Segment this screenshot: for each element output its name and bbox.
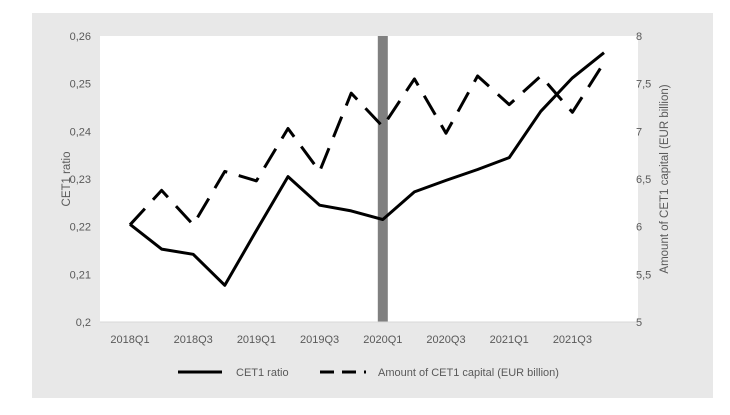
x-tick-label: 2020Q1 [363, 334, 402, 346]
x-axis: 2018Q1 2018Q3 2019Q1 2019Q3 2020Q1 2020Q3 2021… [110, 334, 592, 346]
series-layer [128, 51, 606, 287]
left-tick-label: 0,24 [70, 126, 91, 138]
legend: CET1 ratio Amount of CET1 capital (EUR b… [178, 367, 559, 379]
right-tick-label: 6,5 [636, 174, 651, 186]
left-tick-label: 0,2 [76, 317, 91, 329]
left-tick-label: 0,26 [70, 31, 91, 43]
left-y-axis: 0,2 0,21 0,22 0,23 0,24 0,25 0,26 [70, 31, 91, 329]
x-tick-label: 2019Q1 [237, 334, 276, 346]
right-tick-label: 5,5 [636, 269, 651, 281]
right-tick-label: 5 [636, 317, 642, 329]
right-y-axis: 5 5,5 6 6,5 7 7,5 8 [636, 31, 651, 329]
legend-label-cet1-capital: Amount of CET1 capital (EUR billion) [378, 367, 559, 379]
x-tick-label: 2018Q1 [110, 334, 149, 346]
left-axis-title: CET1 ratio [61, 152, 73, 207]
x-tick-label: 2019Q3 [300, 334, 339, 346]
x-tick-label: 2021Q1 [490, 334, 529, 346]
left-tick-label: 0,22 [70, 222, 91, 234]
highlight-layer [377, 36, 388, 322]
right-tick-label: 7,5 [636, 79, 651, 91]
legend-label-cet1-ratio: CET1 ratio [236, 367, 289, 379]
series-line-cet1-ratio [129, 51, 605, 287]
right-tick-label: 7 [636, 126, 642, 138]
right-tick-label: 6 [636, 222, 642, 234]
left-tick-label: 0,21 [70, 269, 91, 281]
right-tick-label: 8 [636, 31, 642, 43]
right-axis-title: Amount of CET1 capital (EUR billion) [659, 84, 671, 273]
series-line-cet1-capital [128, 61, 606, 227]
left-tick-label: 0,25 [70, 79, 91, 91]
x-tick-label: 2018Q3 [174, 334, 213, 346]
left-tick-label: 0,23 [70, 174, 91, 186]
x-tick-label: 2020Q3 [426, 334, 465, 346]
x-tick-label: 2021Q3 [553, 334, 592, 346]
highlight-bar-2020q1 [377, 36, 388, 322]
plot-area [100, 36, 638, 322]
